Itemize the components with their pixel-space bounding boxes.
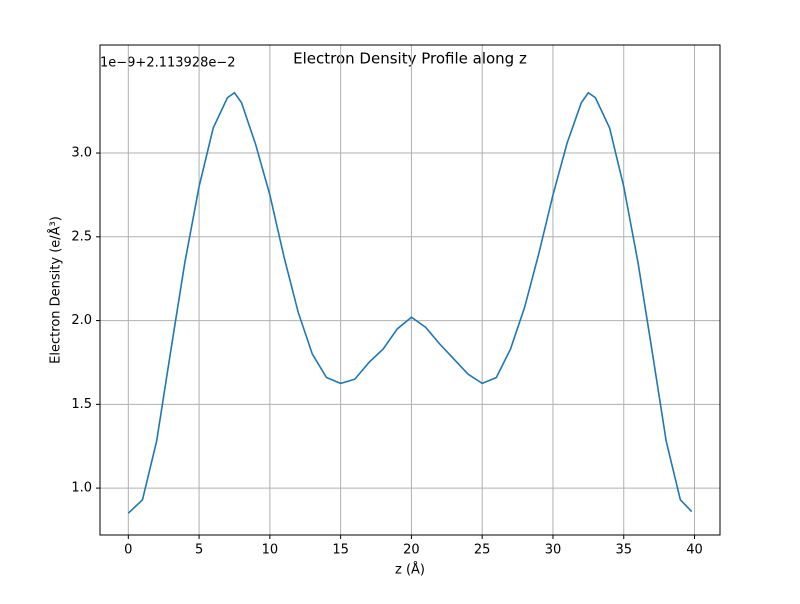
- x-tick-label: 30: [545, 543, 562, 558]
- x-tick-label: 20: [403, 543, 420, 558]
- data-line: [127, 91, 693, 514]
- axes-frame: [99, 44, 721, 536]
- chart-title: Electron Density Profile along z: [293, 50, 527, 68]
- offset-text: 1e−9+2.113928e−2: [100, 56, 236, 71]
- x-tick-label: 15: [332, 543, 349, 558]
- y-tick-label: 3.0: [71, 146, 92, 161]
- y-tick-label: 2.5: [71, 229, 92, 244]
- y-tick-label: 1.5: [71, 397, 92, 412]
- x-tick-label: 35: [615, 543, 632, 558]
- x-tick-label: 25: [474, 543, 491, 558]
- x-tick-label: 10: [262, 543, 279, 558]
- y-tick-label: 1.0: [71, 481, 92, 496]
- y-tick-label: 2.0: [71, 313, 92, 328]
- x-tick-label: 5: [195, 543, 203, 558]
- x-tick-label: 40: [686, 543, 703, 558]
- y-axis-label: Electron Density (e/Å³): [48, 216, 64, 364]
- x-axis-label: z (Å): [395, 562, 425, 578]
- x-tick-label: 0: [124, 543, 132, 558]
